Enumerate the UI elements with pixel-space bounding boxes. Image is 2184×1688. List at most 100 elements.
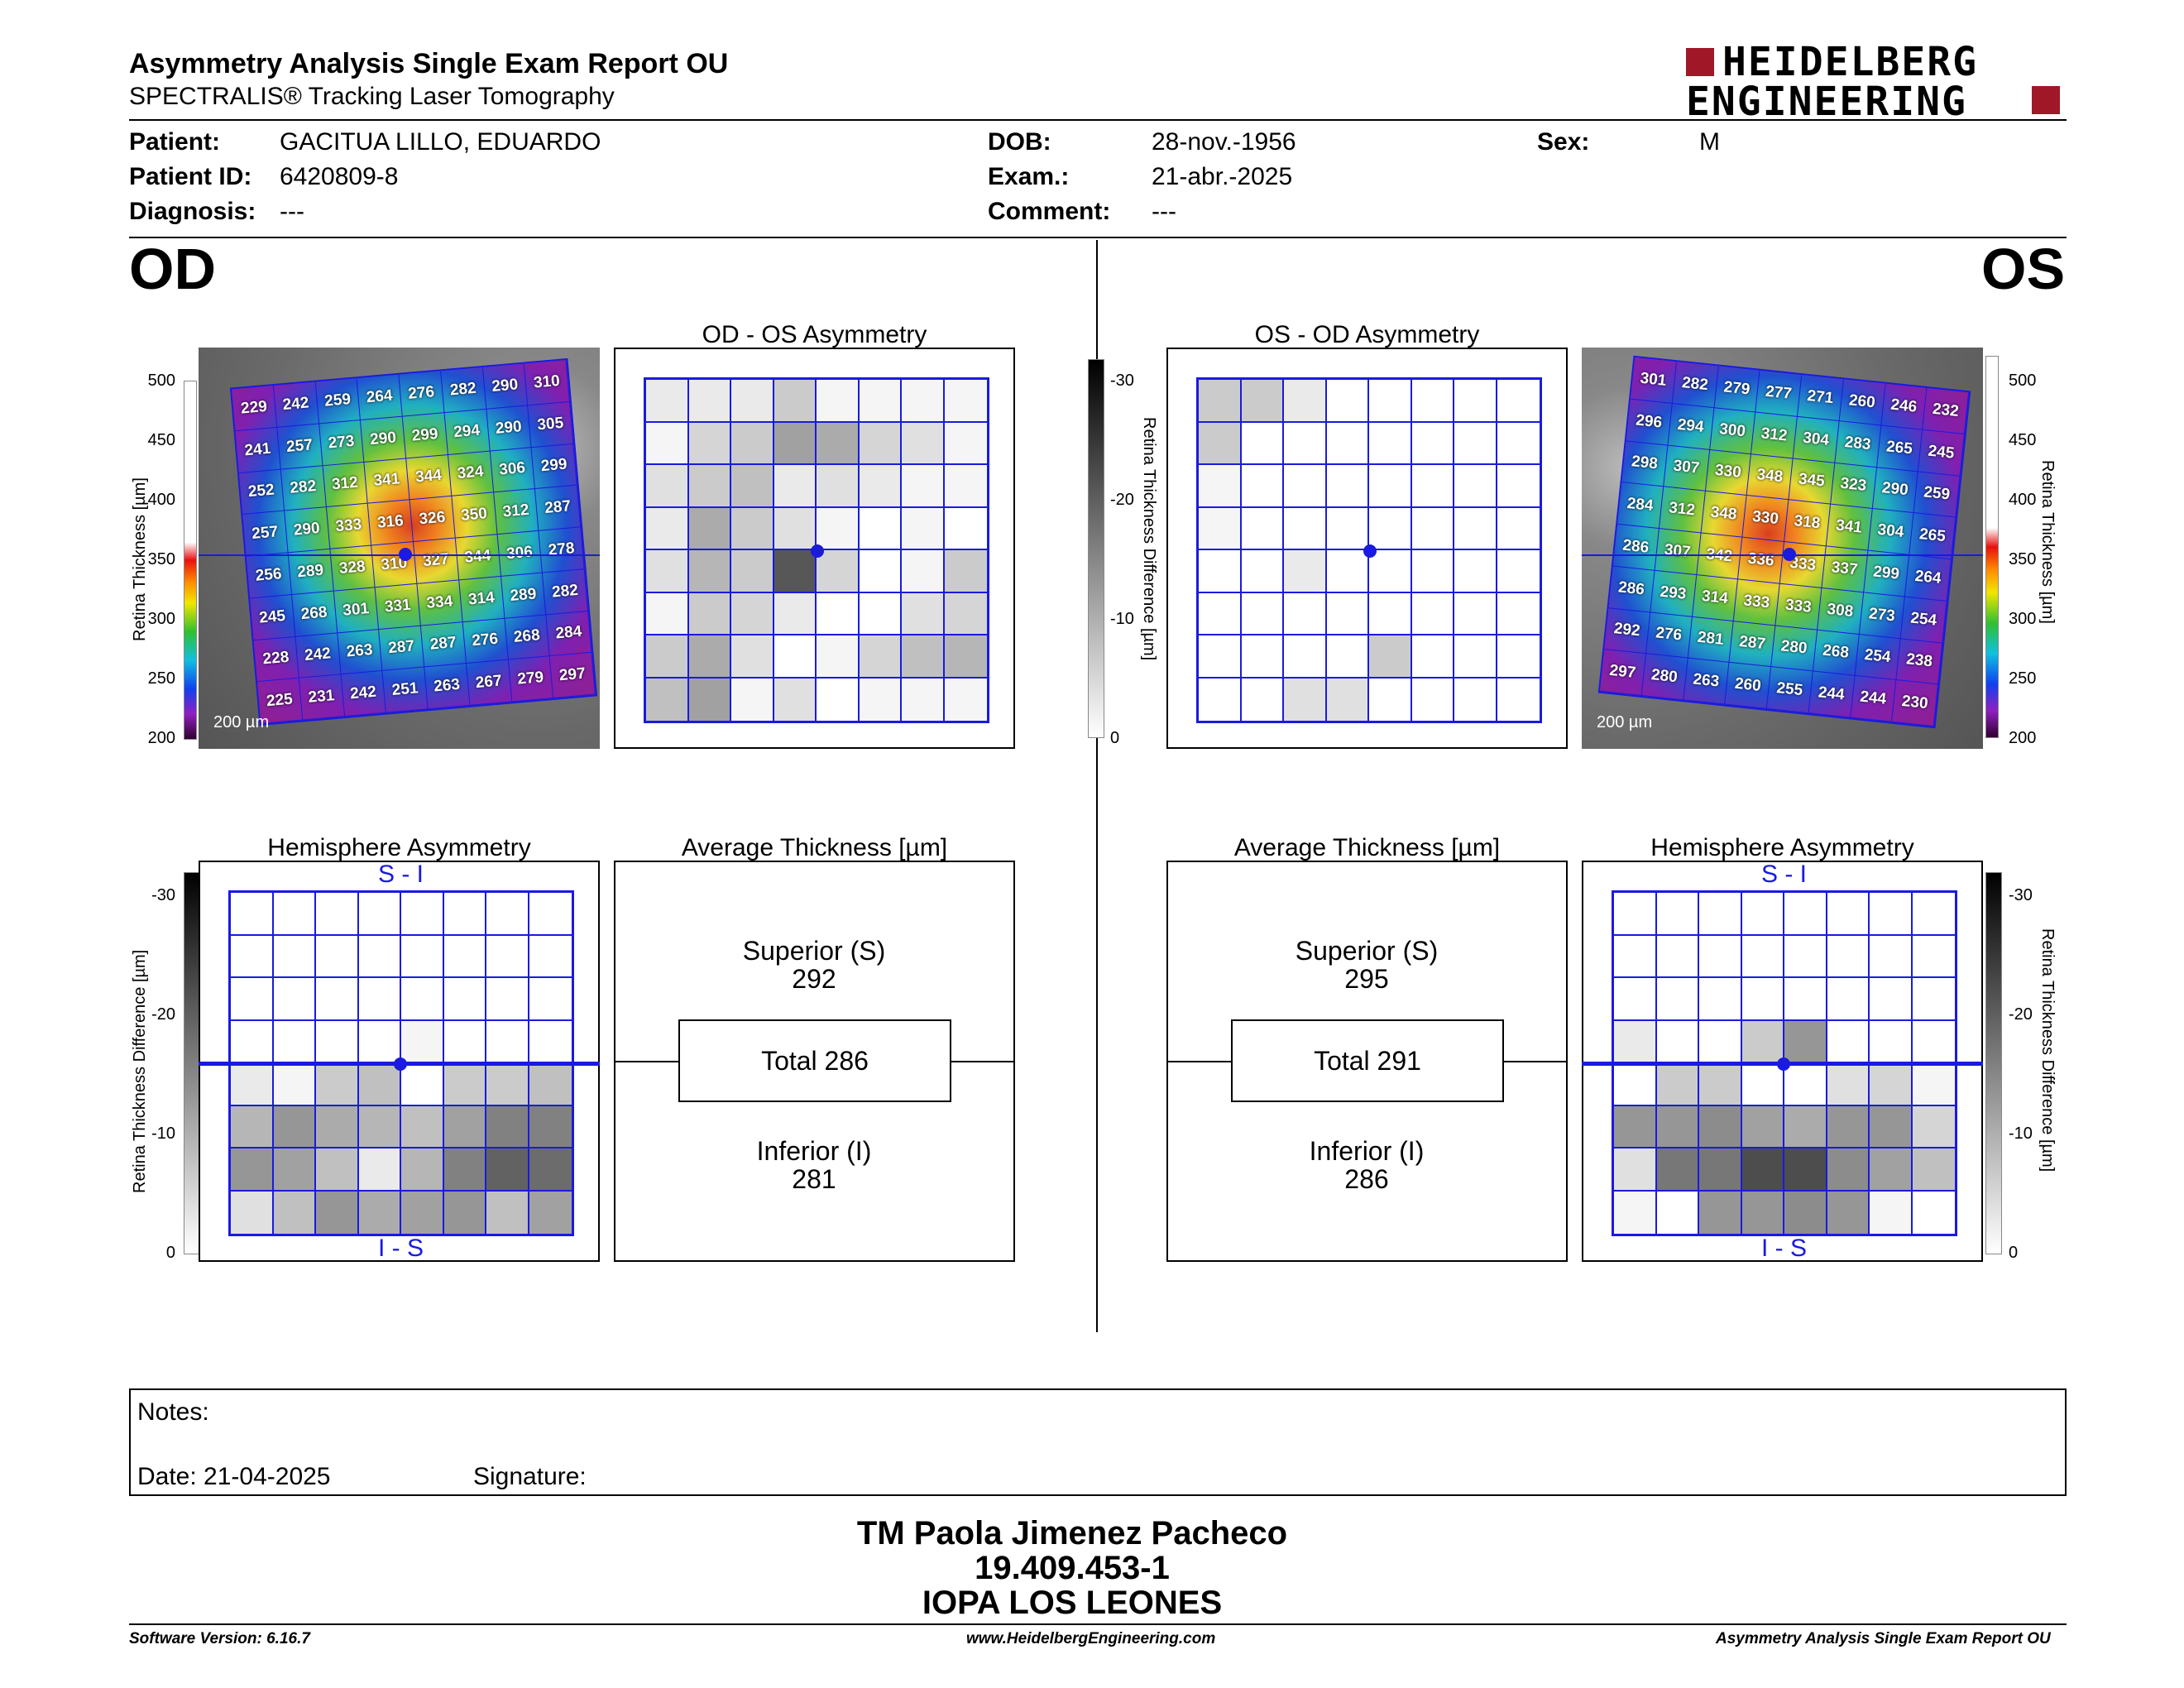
od-asym-cell — [817, 507, 860, 550]
od-asym-cell — [774, 635, 817, 679]
thickness-cell: 282 — [1672, 362, 1719, 408]
os-avg-panel: Superior (S) 295 Total 291 Inferior (I) … — [1166, 861, 1568, 1262]
thickness-cell: 287 — [379, 626, 425, 672]
od-asym-cell — [944, 507, 987, 550]
od-hemi-cell — [529, 1149, 572, 1192]
od-asym-cell — [902, 422, 945, 465]
os-asym-cell — [1241, 592, 1284, 635]
os-hemi-cell — [1827, 893, 1870, 936]
od-hemi-cell — [231, 893, 274, 936]
os-hemi-cell — [1741, 978, 1784, 1021]
os-hemi-cell — [1870, 893, 1913, 936]
od-hemi-cell — [401, 935, 444, 978]
od-hemi-cell — [316, 1149, 359, 1192]
od-hemi-cell — [231, 978, 274, 1021]
od-hemi-cell — [358, 1105, 401, 1149]
os-hemi-cell — [1699, 1149, 1742, 1192]
thickness-cell: 337 — [1822, 546, 1868, 593]
os-total-box: Total 291 — [1231, 1019, 1504, 1102]
od-hemi-cell — [529, 1063, 572, 1106]
os-hemi-cell — [1656, 1020, 1699, 1063]
thickness-cell: 307 — [1663, 445, 1710, 492]
os-asym-cell — [1369, 635, 1412, 679]
thickness-cell: 257 — [277, 424, 323, 470]
os-hemi-cell — [1912, 935, 1955, 978]
od-asym-cell — [859, 678, 902, 721]
thickness-cell: 242 — [273, 381, 319, 428]
os-hemi-cell — [1827, 978, 1870, 1021]
patient-label: Patient: — [129, 128, 221, 156]
od-asym-cell — [859, 592, 902, 635]
od-asym-cell — [731, 635, 774, 679]
os-asym-cell — [1199, 380, 1242, 423]
thickness-cell: 228 — [253, 636, 299, 683]
od-hemi-bottom-label: I - S — [377, 1235, 424, 1262]
os-asym-cell — [1411, 550, 1454, 593]
os-hemi-cell — [1784, 978, 1827, 1021]
notes-box[interactable]: Notes: Date: 21-04-2025 Signature: — [129, 1388, 2067, 1496]
od-hemi-cell — [401, 1105, 444, 1149]
os-asym-cell — [1241, 678, 1284, 721]
thickness-cell: 344 — [406, 454, 453, 501]
thickness-cell: 268 — [504, 614, 550, 660]
comment-label: Comment: — [988, 198, 1111, 225]
diagnosis-label: Diagnosis: — [129, 198, 256, 225]
heidelberg-logo: HEIDELBERG ENGINEERING — [1686, 41, 2067, 122]
date-label: Date: 21-04-2025 — [137, 1463, 331, 1490]
axis-tick-label: 500 — [2009, 372, 2037, 390]
thickness-cell: 232 — [1923, 388, 1970, 434]
thickness-cell: 327 — [414, 538, 459, 584]
thickness-cell: 277 — [1755, 370, 1803, 417]
os-hemi-cell — [1827, 1149, 1870, 1192]
od-hemi-cell — [529, 1105, 572, 1149]
axis-tick-label: 400 — [2009, 491, 2037, 509]
os-asym-cell — [1497, 550, 1540, 593]
axis-tick-label: -20 — [2009, 1005, 2033, 1024]
od-hemi-cell — [443, 1149, 486, 1192]
od-asym-cell — [688, 465, 731, 508]
os-asym-cell — [1326, 550, 1369, 593]
axis-tick-label: -30 — [1110, 372, 1134, 390]
od-asym-cell — [774, 592, 817, 635]
os-asym-cell — [1454, 507, 1497, 550]
axis-tick-label: 450 — [2009, 431, 2037, 449]
os-asym-cell — [1454, 422, 1497, 465]
os-hemi-cell — [1827, 1020, 1870, 1063]
thickness-cell: 300 — [1709, 407, 1756, 454]
axis-tick-label: -20 — [1110, 491, 1134, 509]
od-hemi-cell — [273, 935, 316, 978]
od-hemi-grid — [228, 890, 574, 1236]
thickness-cell: 299 — [1863, 550, 1910, 597]
os-asym-cell — [1454, 380, 1497, 423]
od-asym-cell — [774, 550, 817, 593]
os-hemi-cell — [1656, 1191, 1699, 1234]
od-hemi-cell — [273, 1020, 316, 1063]
od-asym-cell — [944, 635, 987, 679]
od-hemi-cell — [401, 1191, 444, 1234]
footer-divider — [129, 1623, 2067, 1625]
thickness-cell: 334 — [417, 580, 463, 626]
thickness-cell: 244 — [1850, 676, 1897, 722]
od-hemi-panel: S - I I - S — [199, 861, 600, 1262]
od-hemi-top-label: S - I — [377, 861, 424, 888]
od-hemi-cell — [316, 1105, 359, 1149]
signature-label: Signature: — [473, 1463, 587, 1490]
thickness-cell: 348 — [1746, 453, 1794, 501]
thickness-cell: 283 — [1835, 420, 1881, 468]
os-hemi-cell — [1827, 1063, 1870, 1106]
website-link[interactable]: www.HeidelbergEngineering.com — [966, 1630, 1216, 1647]
os-hemi-cell — [1784, 935, 1827, 978]
od-asym-cell — [731, 422, 774, 465]
od-asym-cell — [646, 507, 689, 550]
od-hemi-cell — [443, 1020, 486, 1063]
thickness-cell: 326 — [410, 496, 456, 542]
signer-id: 19.409.453-1 — [975, 1550, 1170, 1586]
od-avg-title: Average Thickness [µm] — [681, 834, 948, 861]
thickness-cell: 331 — [375, 583, 421, 630]
os-asym-cell — [1326, 380, 1369, 423]
thickness-cell: 264 — [357, 374, 403, 420]
os-asym-cell — [1369, 678, 1412, 721]
od-asym-cell — [646, 422, 689, 465]
od-asym-cell — [688, 592, 731, 635]
od-hemi-cell — [486, 1149, 529, 1192]
